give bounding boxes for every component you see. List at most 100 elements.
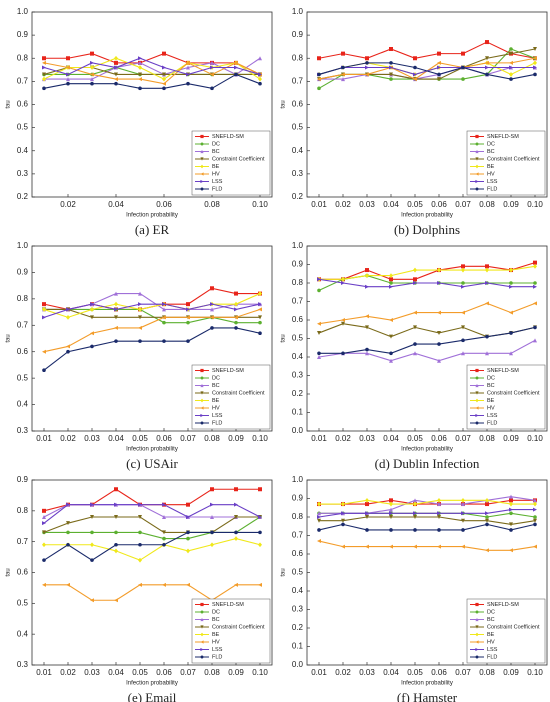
y-tick-label: 0.6 [292,549,304,558]
marker [341,501,345,507]
x-tick-label: 0.04 [383,200,399,209]
marker [461,325,465,330]
y-tick-label: 0.6 [17,100,29,109]
legend-label: DC [487,375,495,381]
y-tick-label: 0.9 [292,494,304,503]
x-tick-label: 0.07 [455,668,471,677]
series-line [318,540,536,551]
series-line [43,516,260,533]
legend-label: DC [487,609,495,615]
legend-label: HV [212,405,220,411]
marker [365,528,369,532]
y-tick-label: 0.5 [17,373,29,382]
marker [234,65,238,70]
x-tick-label: 0.04 [383,434,399,443]
y-tick-label: 1.0 [292,7,304,16]
x-tick-label: 0.01 [311,668,327,677]
marker [66,56,70,61]
series-line [44,584,260,601]
series-line [319,499,535,505]
series-line [43,73,261,89]
marker [114,548,118,554]
marker [200,421,204,425]
marker [186,315,190,320]
marker [533,47,537,51]
marker [475,142,479,146]
marker [509,60,513,65]
marker [485,264,489,269]
marker [461,284,465,289]
y-tick-label: 0.3 [292,605,304,614]
y-tick-label: 0.4 [17,146,29,155]
marker [114,307,118,312]
marker [475,368,479,373]
marker [413,544,417,549]
marker [475,406,479,410]
marker [42,582,46,587]
marker [365,65,369,70]
legend-label: DC [212,609,220,615]
marker [461,518,465,523]
marker [42,302,46,307]
x-tick-label: 0.08 [479,434,495,443]
marker [66,502,70,507]
marker [413,77,417,82]
marker [186,307,190,312]
marker [475,134,479,139]
x-tick-label: 0.04 [108,200,124,209]
marker [437,330,441,335]
y-tick-label: 0.6 [292,100,304,109]
marker [365,314,369,319]
caption: (e) Email [128,690,177,702]
x-axis-label: Infection probability [401,213,453,219]
marker [365,72,369,77]
marker [90,65,94,70]
marker [475,617,479,622]
marker [138,582,142,587]
marker [365,284,369,289]
marker [475,647,479,652]
x-tick-label: 0.02 [60,200,76,209]
y-tick-label: 0.7 [292,297,304,306]
marker [389,318,393,322]
marker [114,291,118,296]
marker [485,334,489,339]
legend-label: BE [212,398,220,404]
marker [90,530,94,535]
marker [234,307,238,312]
marker [413,528,417,532]
series-line [43,327,261,371]
legend-label: FLD [487,186,497,192]
marker [90,77,94,82]
marker [210,515,214,519]
marker [200,406,204,410]
marker [138,56,142,61]
series-line [43,504,261,524]
series-line [43,303,261,318]
marker [210,326,214,330]
legend-label: BC [487,149,495,155]
marker [258,582,262,587]
marker [389,515,393,519]
legend-box [466,598,546,664]
marker [66,72,70,77]
marker [365,502,369,507]
marker [200,187,204,191]
marker [66,77,70,82]
marker [365,56,369,61]
marker [90,81,94,86]
marker [114,502,118,507]
x-tick-label: 0.05 [132,434,148,443]
marker [234,320,238,325]
marker [162,582,166,587]
x-tick-label: 0.06 [431,200,447,209]
marker [234,502,238,507]
marker [509,72,513,77]
x-tick-label: 0.10 [527,434,543,443]
y-tick-label: 0.3 [17,660,29,669]
marker [66,81,70,86]
marker [186,530,190,535]
y-tick-label: 0.0 [292,426,304,435]
marker [365,273,369,278]
